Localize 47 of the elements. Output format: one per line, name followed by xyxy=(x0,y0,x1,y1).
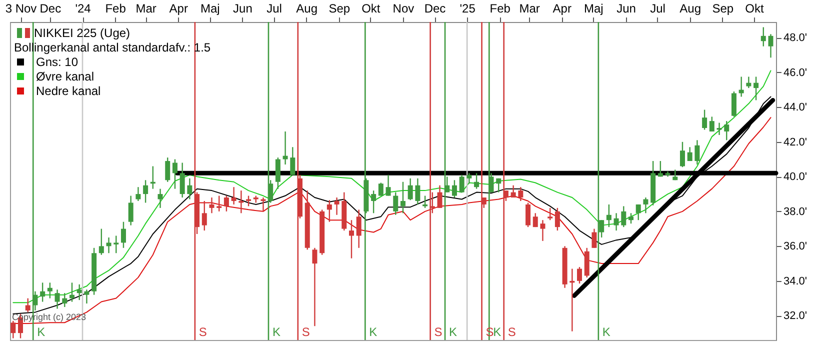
x-tick-label: '25 xyxy=(460,2,476,16)
x-tick-label: Jul xyxy=(266,2,282,16)
y-tick-label: 34.0' xyxy=(784,275,808,288)
legend-label: Øvre kanal xyxy=(36,70,94,84)
ref-line-label: K xyxy=(602,325,610,339)
ref-line-label: S xyxy=(434,325,442,339)
x-tick-label: Jul xyxy=(650,2,666,16)
x-tick-label: Feb xyxy=(105,2,126,16)
y-tick-label: 46.0' xyxy=(784,66,808,79)
y-tick-label: 38.0' xyxy=(784,206,808,218)
x-tick-label: Mar xyxy=(136,2,156,16)
y-tick-label: 48.0' xyxy=(784,32,808,44)
x-tick-label: Feb xyxy=(490,2,511,16)
x-tick-label: Okt xyxy=(362,2,381,16)
x-tick-label: Dec xyxy=(424,2,446,16)
y-tick-label: 36.0' xyxy=(784,240,808,253)
x-tick-label: Maj xyxy=(584,2,604,16)
x-tick-label: Sep xyxy=(328,2,350,16)
ref-line-label: K xyxy=(272,325,280,339)
x-tick-label: Maj xyxy=(200,2,220,16)
y-tick-label: 40.0' xyxy=(784,171,808,184)
x-tick-label: Nov xyxy=(392,2,414,16)
x-tick-label: '24 xyxy=(75,2,92,16)
x-tick-label: 3 Nov xyxy=(5,2,37,16)
x-tick-label: Apr xyxy=(552,2,572,16)
ref-line-label: S xyxy=(302,325,310,339)
ref-line-label: S xyxy=(508,325,516,339)
x-tick-label: Jun xyxy=(233,2,252,16)
legend-label: Nedre kanal xyxy=(36,84,101,98)
x-tick-label: Mar xyxy=(519,2,540,16)
legend-label: NIKKEI 225 (Uge) xyxy=(34,26,130,40)
x-tick-label: Apr xyxy=(169,2,188,16)
y-tick-label: 32.0' xyxy=(784,310,808,322)
legend-label: Gns: 10 xyxy=(36,55,78,69)
x-tick-label: Okt xyxy=(745,2,764,16)
ref-line-label: K xyxy=(449,325,458,339)
x-tick-label: Aug xyxy=(680,2,702,16)
ref-line-label: K xyxy=(493,325,502,339)
y-tick-label: 42.0' xyxy=(784,136,808,148)
ref-line-label: K xyxy=(369,325,378,339)
ref-line-label: K xyxy=(37,325,46,339)
x-tick-label: Jun xyxy=(616,2,636,16)
x-tick-label: Dec xyxy=(40,2,62,16)
x-tick-label: Sep xyxy=(712,2,734,16)
y-tick-label: 44.0' xyxy=(784,102,808,114)
x-tick-label: Aug xyxy=(296,2,318,16)
ref-line-label: S xyxy=(198,325,207,339)
